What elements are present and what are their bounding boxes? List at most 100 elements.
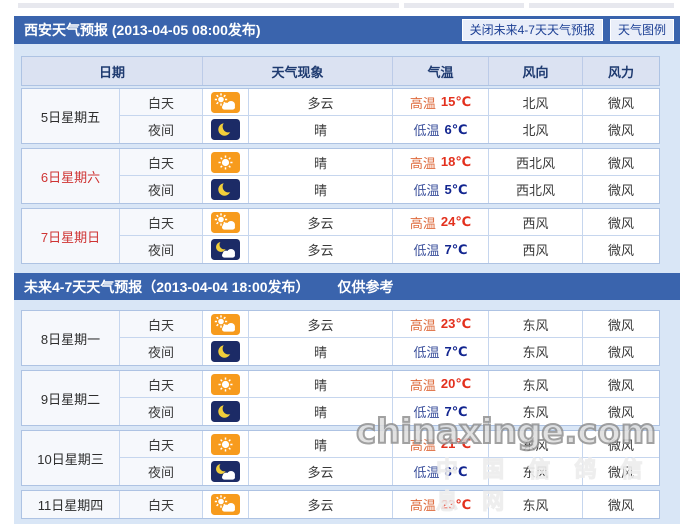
weather-icon-cell: [203, 311, 249, 338]
temp-label: 低温: [413, 465, 440, 480]
forecast-section-1: 5日星期五 白天 多云 高温 15℃ 北风 微风 夜间 晴低温 6℃ 北风 微风 6日星期六 白天 晴…: [14, 88, 680, 264]
future-section-title: 未来4-7天天气预报（2013-04-04 18:00发布）: [24, 278, 310, 295]
column-header-temp: 气温: [393, 57, 489, 85]
wind-direction-cell: 北风: [489, 116, 583, 143]
wind-power-cell: 微风: [607, 243, 634, 258]
wind-power-cell: 微风: [583, 149, 659, 176]
night-cloudy-icon: [211, 239, 240, 260]
temp-value: 24℃: [440, 214, 472, 229]
temp-value: 23℃: [440, 316, 472, 331]
weather-text-cell: 晴: [249, 338, 393, 365]
wind-direction-cell: 东风: [489, 491, 583, 518]
weather-text-cell: 晴: [249, 149, 393, 176]
weather-text-cell: 多云: [249, 236, 393, 263]
weather-icon-cell: [203, 491, 249, 518]
wind-direction-cell: 西北风: [489, 176, 583, 203]
weather-text-cell: 多云: [249, 209, 393, 236]
temperature-cell: 高温 20℃: [393, 371, 489, 398]
night-clear-icon: [211, 401, 240, 422]
close-forecast-button[interactable]: 关闭未来4-7天天气预报: [461, 18, 603, 42]
temp-label: 高温: [409, 377, 436, 393]
forecast-block-5日星期五: 5日星期五 白天 多云 高温 15℃ 北风 微风 夜间 晴低温 6℃ 北风 微风: [21, 88, 660, 144]
wind-power-cell: 微风: [583, 89, 659, 116]
weather-icon-cell: [203, 209, 249, 236]
wind-power-cell: 微风: [583, 209, 659, 236]
weather-icon-cell: [203, 398, 249, 425]
temp-value: 6℃: [444, 121, 468, 137]
weather-icon-cell: [203, 458, 249, 485]
weather-text-cell: 晴: [249, 176, 393, 203]
temperature-cell: 低温 5℃: [393, 176, 489, 203]
daypart-cell: 白天: [120, 149, 203, 176]
forecast-block-9日星期二: 9日星期二 白天 晴高温 20℃ 东风 微风 夜间 晴低温 7℃ 东风 微风: [21, 370, 660, 426]
column-header-power: 风力: [607, 64, 634, 80]
column-header-wind: 风向: [489, 57, 583, 85]
weather-icon-cell: [203, 176, 249, 203]
weather-text-cell: 多云: [249, 491, 393, 518]
day-cloudy-icon: [211, 211, 240, 233]
wind-direction-cell: 东风: [489, 371, 583, 398]
forecast-block-10日星期三: 10日星期三 白天 晴高温 21℃ 东风 微风 夜间 多云 低温 8℃ 东风 微风: [21, 430, 660, 486]
temp-label: 高温: [409, 95, 436, 111]
day-cloudy-icon: [211, 494, 240, 515]
daypart-cell: 白天: [120, 491, 203, 518]
daypart-cell: 白天: [120, 209, 203, 236]
temperature-cell: 低温 8℃: [393, 458, 489, 485]
column-header-date: 日期: [22, 57, 203, 85]
temp-value: 21℃: [440, 436, 472, 451]
temperature-cell: 高温 23℃: [393, 311, 489, 338]
wind-direction-cell: 西风: [489, 209, 583, 236]
weather-icon-cell: [203, 236, 249, 263]
column-header-weather: 天气现象: [203, 57, 393, 85]
daypart-cell: 白天: [120, 311, 203, 338]
wind-power-cell: 微风: [583, 371, 659, 398]
forecast-section-2: 8日星期一 白天 多云 高温 23℃ 东风 微风 夜间 晴低温 7℃ 东风 微风 9日星期二 白天 晴…: [14, 310, 680, 519]
temperature-cell: 低温 7℃: [393, 338, 489, 365]
weather-icon-cell: [203, 338, 249, 365]
wind-direction-cell: 东风: [489, 338, 583, 365]
wind-power-cell: 微风: [607, 465, 634, 480]
wind-power-cell: 微风: [607, 123, 634, 138]
night-clear-icon: [211, 119, 240, 140]
temperature-cell: 低温 7℃: [393, 236, 489, 263]
weather-text-cell: 多云: [249, 311, 393, 338]
page-title: 西安天气预报 (2013-04-05 08:00发布): [24, 22, 261, 38]
temp-label: 低温: [413, 183, 440, 198]
date-cell: 11日星期四: [22, 491, 120, 518]
forecast-block-11日星期四: 11日星期四 白天 多云 高温 23℃ 东风 微风: [21, 490, 660, 519]
forecast-block-6日星期六: 6日星期六 白天 晴高温 18℃ 西北风 微风 夜间 晴低温 5℃ 西北风 微风: [21, 148, 660, 204]
night-clear-icon: [211, 341, 240, 362]
forecast-block-8日星期一: 8日星期一 白天 多云 高温 23℃ 东风 微风 夜间 晴低温 7℃ 东风 微风: [21, 310, 660, 366]
date-cell: 6日星期六: [22, 149, 120, 203]
temp-value: 15℃: [440, 94, 472, 109]
wind-direction-cell: 北风: [489, 89, 583, 116]
daypart-cell: 夜间: [120, 458, 203, 485]
night-cloudy-icon: [211, 461, 240, 482]
weather-icon-cell: [203, 149, 249, 176]
daypart-cell: 夜间: [120, 236, 203, 263]
weather-icon-cell: [203, 89, 249, 116]
day-sunny-icon: [211, 373, 240, 395]
wind-direction-cell: 东风: [489, 431, 583, 458]
temp-value: 18℃: [440, 154, 472, 169]
weather-text-cell: 多云: [249, 458, 393, 485]
wind-power-cell: 微风: [607, 405, 634, 420]
date-cell: 9日星期二: [22, 371, 120, 425]
previous-content-remnant: [18, 3, 674, 8]
wind-direction-cell: 西北风: [489, 149, 583, 176]
daypart-cell: 夜间: [120, 338, 203, 365]
date-cell: 5日星期五: [22, 89, 120, 143]
wind-power-cell: 微风: [607, 183, 634, 198]
weather-text-cell: 晴: [249, 398, 393, 425]
night-clear-icon: [211, 179, 240, 200]
temp-value: 8℃: [444, 463, 468, 479]
weather-legend-button[interactable]: 天气图例: [609, 18, 674, 42]
temp-label: 低温: [413, 345, 440, 360]
wind-power-cell: 微风: [607, 498, 634, 513]
temp-value: 7℃: [444, 343, 468, 359]
temp-label: 高温: [409, 317, 436, 333]
weather-text-cell: 晴: [249, 431, 393, 458]
weather-text-cell: 多云: [249, 89, 393, 116]
reference-only-note: 仅供参考: [337, 278, 394, 295]
temp-label: 高温: [409, 498, 436, 513]
